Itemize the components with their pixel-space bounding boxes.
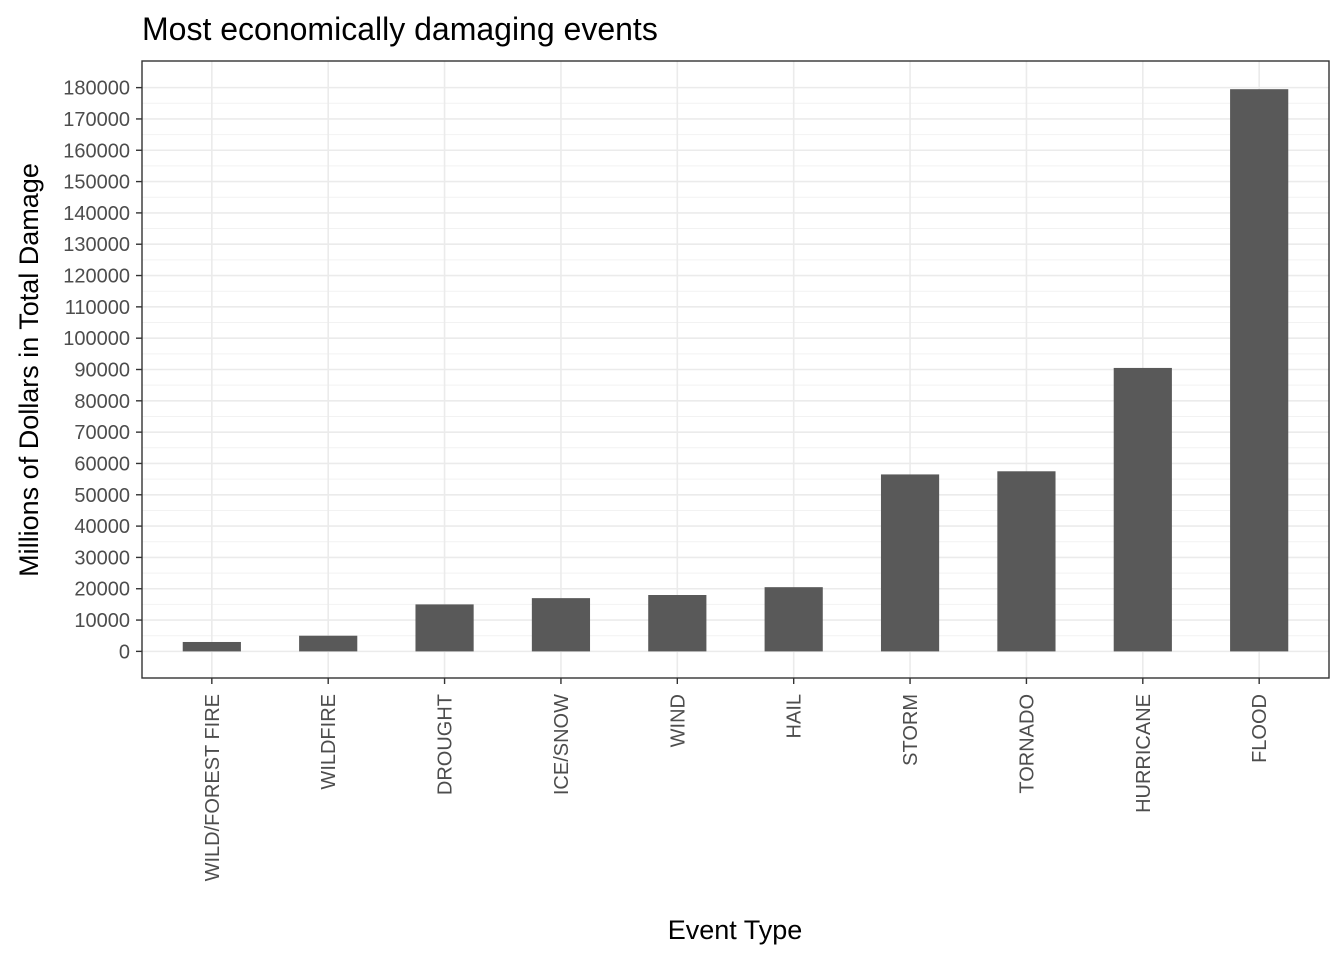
bars: [182, 89, 1289, 652]
bar: [764, 587, 823, 652]
y-axis-title: Millions of Dollars in Total Damage: [14, 163, 44, 577]
x-tick-label: STORM: [900, 694, 922, 766]
y-tick-label: 90000: [74, 360, 130, 382]
bar: [415, 604, 474, 652]
y-tick-label: 10000: [74, 610, 130, 632]
y-tick-label: 100000: [63, 328, 130, 350]
y-tick-label: 70000: [74, 422, 130, 444]
bar: [1113, 367, 1172, 652]
y-tick-label: 130000: [63, 234, 130, 256]
bar: [880, 474, 940, 652]
x-tick-label: HAIL: [784, 694, 806, 738]
x-tick-label: DROUGHT: [435, 694, 457, 795]
x-tick-label: FLOOD: [1249, 694, 1271, 763]
y-tick-label: 30000: [74, 547, 130, 569]
y-tick-label: 80000: [74, 391, 130, 413]
x-tick-label: HURRICANE: [1133, 694, 1155, 813]
bar: [648, 595, 707, 652]
y-tick-label: 150000: [63, 172, 130, 194]
y-tick-label: 110000: [65, 297, 130, 319]
x-tick-label: WILD/FOREST FIRE: [202, 694, 224, 881]
y-tick-label: 50000: [74, 485, 130, 507]
bar: [1230, 89, 1289, 652]
y-tick-label: 120000: [63, 266, 130, 288]
y-tick-label: 140000: [63, 203, 130, 225]
y-tick-label: 170000: [63, 109, 130, 131]
x-tick-label: WIND: [667, 694, 689, 747]
bar: [531, 598, 591, 652]
x-tick-label: ICE/SNOW: [551, 694, 573, 795]
y-tick-label: 0: [119, 641, 130, 663]
y-tick-label: 180000: [63, 78, 130, 100]
bar: [997, 471, 1056, 652]
y-tick-label: 40000: [74, 516, 130, 538]
y-tick-label: 60000: [74, 453, 130, 475]
chart-title: Most economically damaging events: [142, 11, 658, 47]
bar: [299, 635, 358, 652]
x-axis: WILD/FOREST FIRE WILDFIRE DROUGHT ICE/SNOW W…: [202, 678, 1271, 881]
x-tick-label: WILDFIRE: [318, 694, 340, 790]
y-tick-label: 160000: [63, 140, 130, 162]
y-tick-label: 20000: [74, 579, 130, 601]
bar: [182, 641, 241, 652]
y-axis: 0 10000 20000 30000 40000 50000 60000 70000 8000…: [63, 78, 142, 663]
x-axis-title: Event Type: [668, 915, 803, 945]
x-tick-label: TORNADO: [1016, 694, 1038, 794]
